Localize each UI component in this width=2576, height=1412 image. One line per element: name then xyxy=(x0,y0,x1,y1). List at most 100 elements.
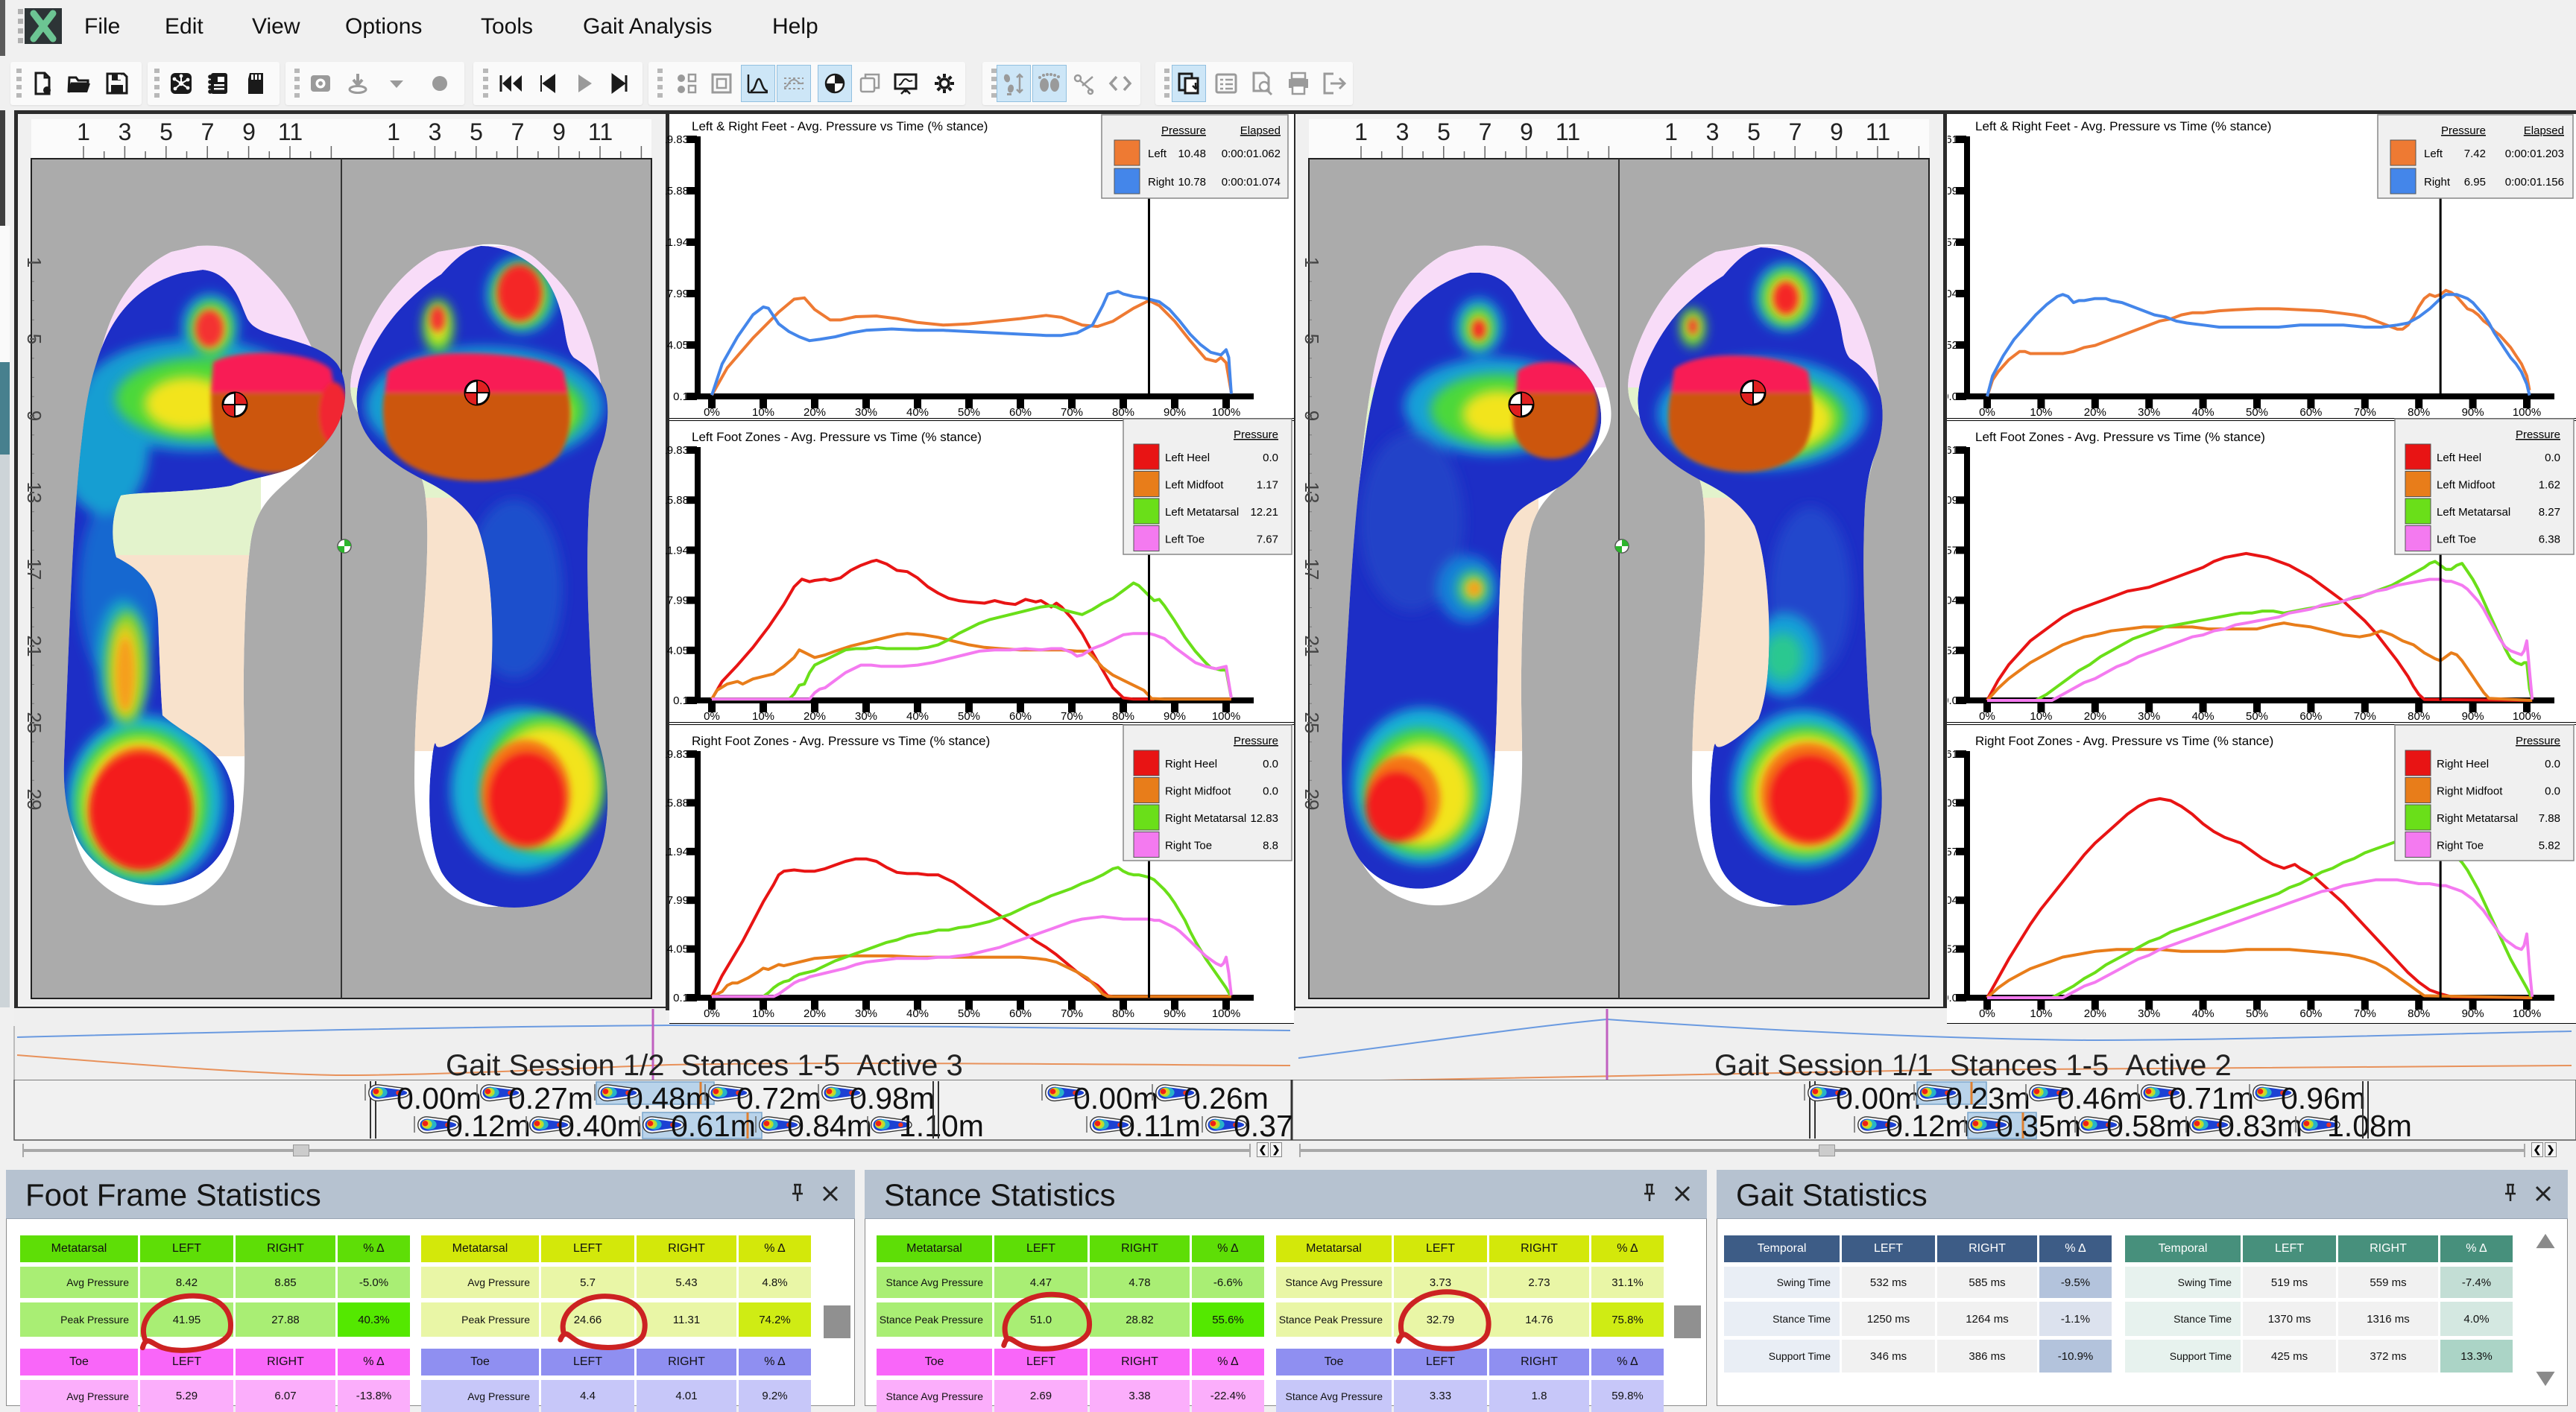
svg-text:2.52: 2.52 xyxy=(1948,645,1958,657)
svg-text:0.58m: 0.58m xyxy=(2106,1109,2191,1141)
svg-text:0.26m: 0.26m xyxy=(1184,1081,1269,1115)
svg-text:90%: 90% xyxy=(1164,406,1186,419)
svg-text:0%: 0% xyxy=(1979,406,1995,419)
svg-text:100%: 100% xyxy=(2513,406,2541,419)
svg-text:Elapsed: Elapsed xyxy=(2524,124,2564,137)
svg-text:1: 1 xyxy=(387,118,400,145)
svg-text:Right Metatarsal: Right Metatarsal xyxy=(2437,812,2518,825)
svg-text:12.83: 12.83 xyxy=(1250,812,1278,825)
svg-text:Left: Left xyxy=(2424,148,2443,160)
svg-text:Right: Right xyxy=(2424,176,2451,189)
svg-text:40%: 40% xyxy=(2192,406,2214,419)
svg-text:60%: 60% xyxy=(2299,710,2322,723)
svg-text:7.67: 7.67 xyxy=(1257,534,1278,546)
svg-text:Left Heel: Left Heel xyxy=(1165,452,1210,464)
svg-text:0.37: 0.37 xyxy=(1234,1109,1293,1141)
svg-text:50%: 50% xyxy=(958,1007,980,1020)
svg-text:50%: 50% xyxy=(2246,1007,2268,1020)
svg-text:30%: 30% xyxy=(2138,406,2160,419)
svg-text:20%: 20% xyxy=(2084,1007,2106,1020)
svg-text:0.72m: 0.72m xyxy=(736,1081,821,1115)
svg-text:1.08m: 1.08m xyxy=(2327,1109,2412,1141)
svg-text:80%: 80% xyxy=(1112,1007,1134,1020)
svg-text:Elapsed: Elapsed xyxy=(1240,124,1281,137)
svg-text:10.09: 10.09 xyxy=(1948,494,1958,507)
svg-text:11.94: 11.94 xyxy=(666,544,689,557)
svg-text:0.00m: 0.00m xyxy=(397,1081,482,1115)
svg-text:60%: 60% xyxy=(2299,1007,2322,1020)
svg-text:0.98m: 0.98m xyxy=(850,1081,935,1115)
svg-text:50%: 50% xyxy=(958,710,980,723)
svg-text:100%: 100% xyxy=(1212,406,1240,419)
svg-text:70%: 70% xyxy=(2354,1007,2376,1020)
svg-text:30%: 30% xyxy=(2138,710,2160,723)
svg-text:0.48m: 0.48m xyxy=(626,1081,711,1115)
svg-text:5: 5 xyxy=(1747,118,1761,145)
svg-text:Left: Left xyxy=(1148,148,1167,160)
svg-text:0.0: 0.0 xyxy=(1263,785,1278,798)
svg-text:0.27m: 0.27m xyxy=(508,1081,593,1115)
svg-text:0:00:01.062: 0:00:01.062 xyxy=(1222,148,1281,160)
svg-text:0.1: 0.1 xyxy=(673,992,689,1004)
svg-text:8.27: 8.27 xyxy=(2539,506,2560,519)
svg-text:0.84m: 0.84m xyxy=(787,1109,872,1141)
svg-text:0%: 0% xyxy=(1979,710,1995,723)
svg-text:5.04: 5.04 xyxy=(1948,288,1958,300)
svg-text:0%: 0% xyxy=(704,406,720,419)
svg-text:0.0: 0.0 xyxy=(1948,694,1958,707)
svg-text:1: 1 xyxy=(1354,118,1368,145)
svg-text:90%: 90% xyxy=(1164,710,1186,723)
svg-text:Left Foot Zones - Avg. Pressur: Left Foot Zones - Avg. Pressure vs Time … xyxy=(692,430,982,444)
svg-text:Pressure: Pressure xyxy=(1234,735,1278,747)
svg-text:7: 7 xyxy=(511,118,525,145)
svg-text:90%: 90% xyxy=(2462,406,2484,419)
svg-text:80%: 80% xyxy=(2408,1007,2430,1020)
svg-text:Right Midfoot: Right Midfoot xyxy=(2437,785,2503,798)
svg-text:Right Toe: Right Toe xyxy=(1165,840,1212,852)
svg-text:0%: 0% xyxy=(1979,1007,1995,1020)
svg-text:19.83: 19.83 xyxy=(666,444,689,457)
svg-text:0.83m: 0.83m xyxy=(2217,1109,2302,1141)
svg-text:80%: 80% xyxy=(1112,710,1134,723)
svg-text:0.0: 0.0 xyxy=(2545,785,2560,798)
svg-text:0%: 0% xyxy=(704,1007,720,1020)
svg-text:Left Foot Zones - Avg. Pressur: Left Foot Zones - Avg. Pressure vs Time … xyxy=(1975,430,2265,444)
svg-text:19.83: 19.83 xyxy=(666,748,689,761)
svg-text:Left Midfoot: Left Midfoot xyxy=(1165,479,1224,492)
svg-text:0.23m: 0.23m xyxy=(1945,1081,2030,1115)
svg-text:9: 9 xyxy=(552,118,566,145)
svg-text:Left Toe: Left Toe xyxy=(2437,534,2476,546)
svg-text:0.46m: 0.46m xyxy=(2057,1081,2142,1115)
svg-text:12.61: 12.61 xyxy=(1948,748,1958,761)
svg-text:15.88: 15.88 xyxy=(666,494,689,507)
svg-text:Left Heel: Left Heel xyxy=(2437,452,2481,464)
svg-text:3: 3 xyxy=(1706,118,1720,145)
svg-text:0.1: 0.1 xyxy=(673,390,689,403)
svg-text:90%: 90% xyxy=(2462,710,2484,723)
svg-text:7.88: 7.88 xyxy=(2539,812,2560,825)
svg-text:70%: 70% xyxy=(1061,1007,1083,1020)
svg-text:Pressure: Pressure xyxy=(2441,124,2486,137)
svg-text:40%: 40% xyxy=(906,406,929,419)
svg-text:Pressure: Pressure xyxy=(1161,124,1206,137)
svg-text:11: 11 xyxy=(1556,118,1580,145)
svg-text:11.94: 11.94 xyxy=(666,236,689,249)
svg-text:Right Foot Zones - Avg. Pressu: Right Foot Zones - Avg. Pressure vs Time… xyxy=(1975,734,2273,748)
svg-text:12.61: 12.61 xyxy=(1948,133,1958,146)
svg-text:3: 3 xyxy=(119,118,132,145)
svg-text:50%: 50% xyxy=(958,406,980,419)
svg-text:50%: 50% xyxy=(2246,406,2268,419)
svg-text:40%: 40% xyxy=(906,710,929,723)
svg-text:9: 9 xyxy=(1520,118,1533,145)
svg-text:Left Midfoot: Left Midfoot xyxy=(2437,479,2496,492)
svg-text:10%: 10% xyxy=(2030,406,2052,419)
svg-text:70%: 70% xyxy=(2354,406,2376,419)
svg-text:Left Toe: Left Toe xyxy=(1165,534,1205,546)
svg-text:Left & Right Feet - Avg. Press: Left & Right Feet - Avg. Pressure vs Tim… xyxy=(692,119,988,133)
svg-text:7.57: 7.57 xyxy=(1948,236,1958,249)
svg-text:30%: 30% xyxy=(2138,1007,2160,1020)
svg-text:30%: 30% xyxy=(855,710,877,723)
svg-text:4.05: 4.05 xyxy=(667,943,689,956)
svg-text:3: 3 xyxy=(429,118,442,145)
svg-text:60%: 60% xyxy=(1009,406,1032,419)
